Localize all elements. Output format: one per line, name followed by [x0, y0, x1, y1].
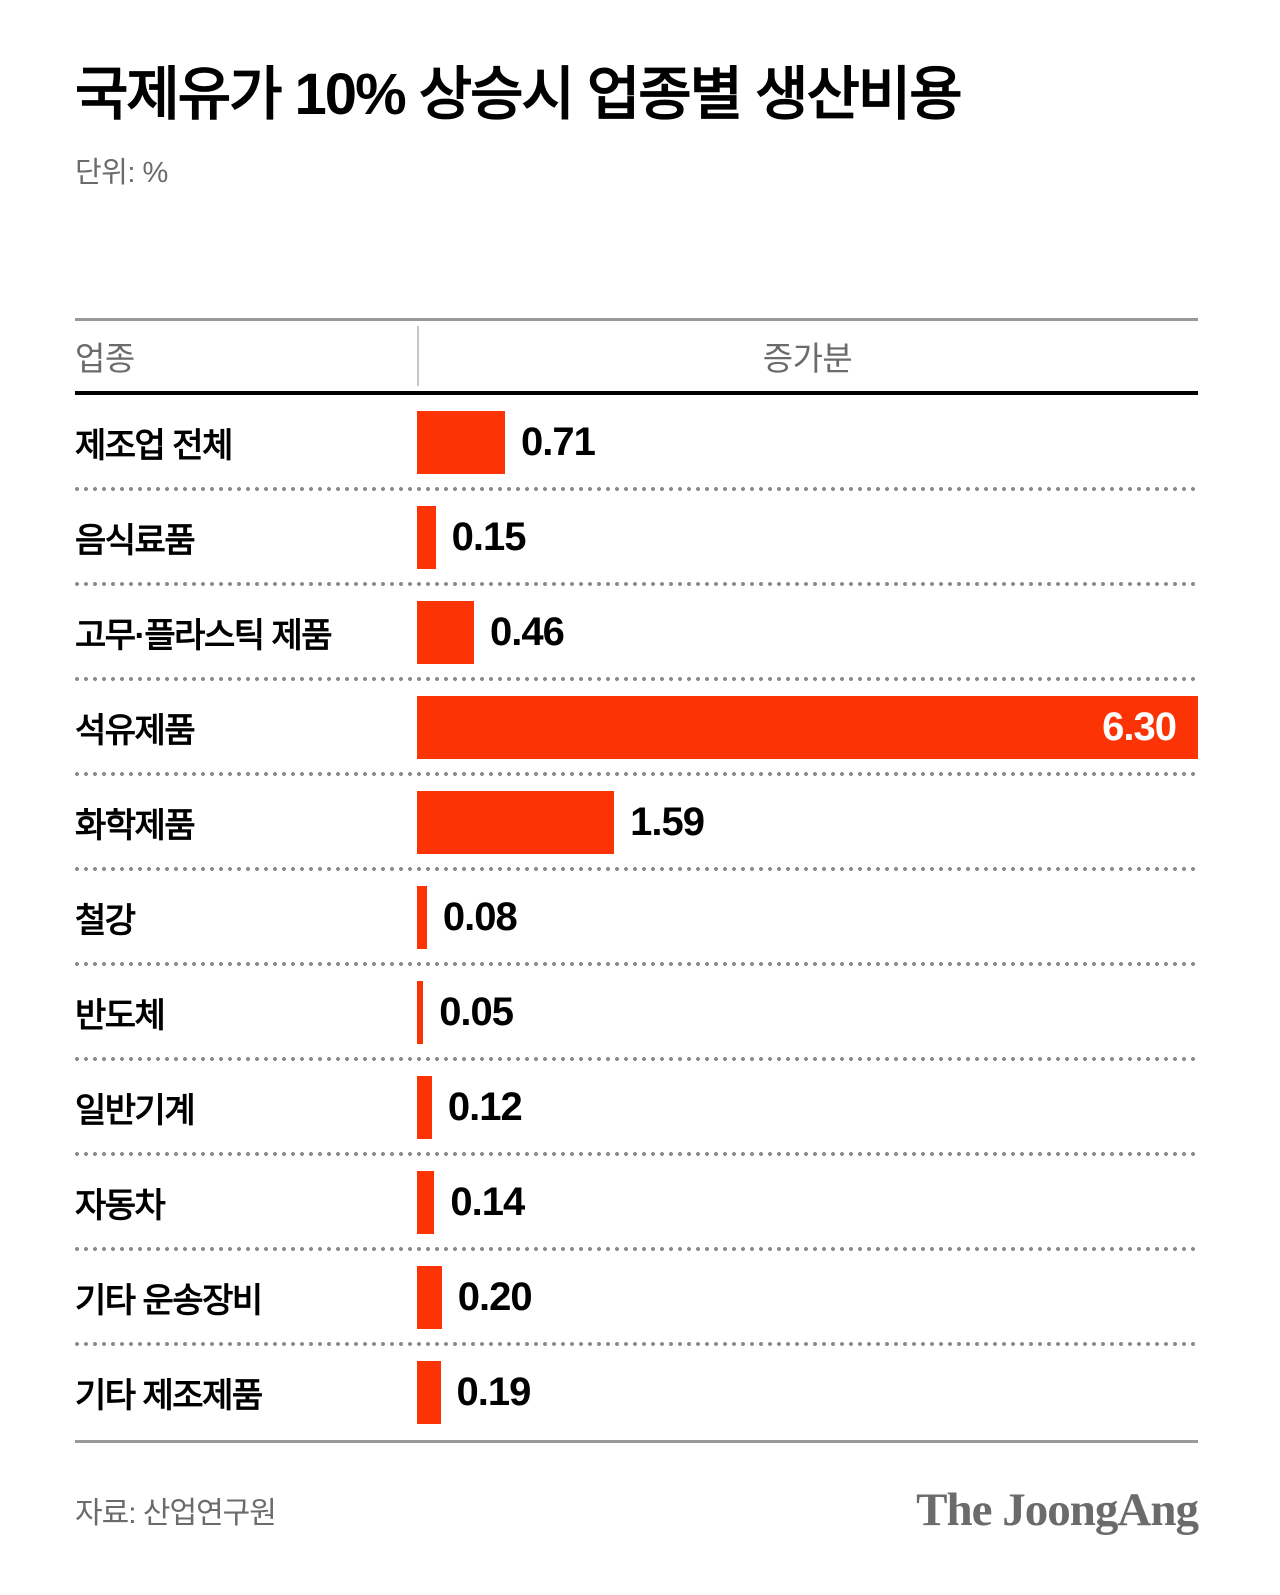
value-bar — [417, 1075, 432, 1139]
value-bar — [417, 410, 506, 474]
unit-label: 단위: % — [75, 156, 168, 189]
value-bar — [417, 600, 475, 664]
row-label: 고무·플라스틱 제품 — [75, 616, 333, 655]
table-row: 철강 0.08 — [75, 870, 1198, 966]
value-bar — [417, 1170, 435, 1234]
bar-area: 0.14 — [417, 1155, 1198, 1250]
table-row: 기타 제조제품 0.19 — [75, 1345, 1198, 1440]
value-label: 0.14 — [450, 1179, 525, 1224]
bar-area: 0.71 — [417, 395, 1198, 490]
bar-area: 1.59 — [417, 775, 1198, 870]
value-label: 1.59 — [630, 799, 705, 844]
joongang-logo: The JoongAng — [916, 1483, 1199, 1536]
value-label: 6.30 — [1102, 704, 1177, 749]
value-bar — [417, 790, 615, 854]
table-row: 고무·플라스틱 제품 0.46 — [75, 585, 1198, 681]
chart-table: 업종 증가분 제조업 전체 0.71 음식료품 0.15 고무·플라스틱 제품 0.46 석… — [75, 317, 1198, 1443]
row-label: 일반기계 — [75, 1091, 196, 1130]
bar-area: 0.19 — [417, 1345, 1198, 1440]
value-label: 0.71 — [521, 419, 596, 464]
bar-area: 0.15 — [417, 490, 1198, 585]
table-row: 일반기계 0.12 — [75, 1060, 1198, 1156]
row-label: 제조업 전체 — [75, 426, 233, 465]
value-label: 0.19 — [456, 1369, 532, 1414]
value-bar: 6.30 — [417, 695, 1198, 759]
column-header-industry: 업종 — [75, 339, 135, 377]
bar-area: 6.30 — [417, 680, 1198, 775]
bar-area: 0.08 — [417, 870, 1198, 965]
page-title: 국제유가 10% 상승시 업종별 생산비용 — [75, 62, 963, 127]
value-bar — [417, 1265, 442, 1329]
value-bar — [417, 980, 424, 1044]
value-label: 0.08 — [442, 894, 518, 939]
bar-area: 0.20 — [417, 1250, 1198, 1345]
row-label: 음식료품 — [75, 521, 196, 560]
value-bar — [417, 505, 436, 569]
bar-area: 0.12 — [417, 1060, 1198, 1155]
source-credit: 자료: 산업연구원 — [75, 1496, 277, 1530]
row-label: 화학제품 — [75, 806, 196, 845]
table-row: 화학제품 1.59 — [75, 775, 1198, 871]
row-label: 자동차 — [75, 1186, 166, 1225]
value-label: 0.12 — [447, 1084, 523, 1129]
row-label: 반도체 — [75, 996, 166, 1035]
header-column-divider — [417, 325, 419, 386]
table-row: 제조업 전체 0.71 — [75, 395, 1198, 491]
table-row: 음식료품 0.15 — [75, 490, 1198, 586]
value-label: 0.15 — [451, 514, 527, 559]
value-bar — [417, 885, 427, 949]
column-header-increase: 증가분 — [762, 339, 853, 377]
value-label: 0.46 — [490, 609, 565, 654]
row-label: 기타 운송장비 — [75, 1281, 263, 1320]
row-label: 기타 제조제품 — [75, 1376, 263, 1415]
value-bar — [417, 1360, 441, 1424]
bar-area: 0.46 — [417, 585, 1198, 680]
row-label: 석유제품 — [75, 711, 196, 750]
table-header-row: 업종 증가분 — [75, 321, 1198, 395]
value-label: 0.05 — [439, 989, 514, 1034]
table-row: 석유제품 6.30 — [75, 680, 1198, 776]
footer: 자료: 산업연구원 The JoongAng — [75, 1483, 1199, 1537]
table-row: 반도체 0.05 — [75, 965, 1198, 1061]
row-label: 철강 — [75, 901, 136, 940]
chart-rows: 제조업 전체 0.71 음식료품 0.15 고무·플라스틱 제품 0.46 석유제품 6.30… — [75, 395, 1198, 1440]
table-row: 기타 운송장비 0.20 — [75, 1250, 1198, 1346]
bar-area: 0.05 — [417, 965, 1198, 1060]
table-row: 자동차 0.14 — [75, 1155, 1198, 1251]
value-label: 0.20 — [457, 1274, 533, 1319]
